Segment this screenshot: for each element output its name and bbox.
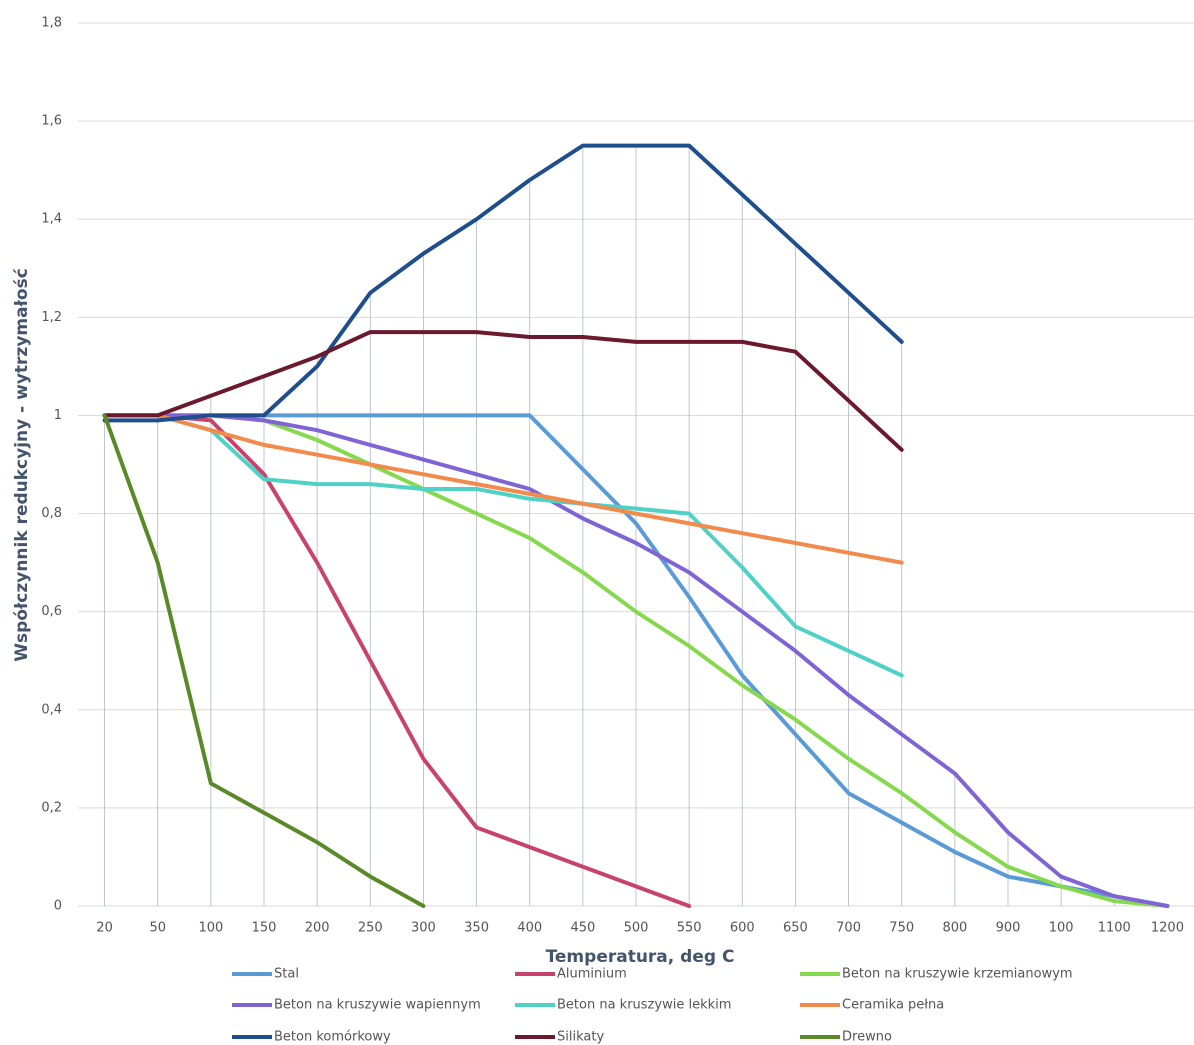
legend-label: Aluminium [557, 967, 627, 982]
x-tick-label: 450 [570, 921, 595, 936]
x-tick-label: 750 [889, 921, 914, 936]
y-tick-label: 1,8 [41, 16, 62, 31]
y-tick-label: 1 [54, 408, 62, 423]
series-line [102, 330, 904, 452]
x-tick-label: 300 [411, 921, 436, 936]
y-tick-label: 1,4 [41, 212, 62, 227]
x-tick-label: 600 [730, 921, 755, 936]
x-tick-label: 700 [836, 921, 861, 936]
series-line [102, 413, 1170, 908]
y-axis-title: Współczynnik redukcyjny - wytrzymałość [12, 268, 32, 662]
x-tick-label: 400 [517, 921, 542, 936]
x-tick-label: 900 [996, 921, 1021, 936]
series-line [102, 143, 904, 423]
legend-label: Drewno [842, 1030, 892, 1045]
x-tick-label: 100 [198, 921, 223, 936]
x-tick-label: 150 [252, 921, 277, 936]
series-line [102, 413, 1170, 908]
x-tick-label: 100 [1049, 921, 1074, 936]
series-line [102, 413, 904, 678]
legend-label: Ceramika pełna [842, 998, 944, 1013]
y-tick-label: 0,4 [41, 702, 62, 717]
y-tick-label: 0,2 [41, 800, 62, 815]
legend-label: Beton na kruszywie krzemianowym [842, 967, 1073, 982]
series-line [102, 413, 426, 908]
legend-label: Stal [274, 967, 299, 982]
x-tick-label: 20 [96, 921, 113, 936]
x-tick-label: 800 [942, 921, 967, 936]
y-tick-label: 1,6 [41, 114, 62, 129]
series-line [102, 413, 692, 908]
y-tick-label: 0 [54, 899, 62, 914]
y-tick-label: 0,8 [41, 506, 62, 521]
legend-label: Beton na kruszywie lekkim [557, 998, 731, 1013]
series-line [102, 413, 1170, 908]
x-tick-label: 550 [677, 921, 702, 936]
x-tick-label: 350 [464, 921, 489, 936]
legend-label: Beton komórkowy [274, 1030, 391, 1045]
series-line [102, 413, 904, 565]
legend-label: Silikaty [557, 1030, 604, 1045]
y-tick-label: 1,2 [41, 310, 62, 325]
x-tick-label: 650 [783, 921, 808, 936]
x-tick-label: 1200 [1151, 921, 1184, 936]
x-tick-label: 500 [624, 921, 649, 936]
x-tick-label: 200 [305, 921, 330, 936]
x-tick-label: 50 [149, 921, 166, 936]
x-axis-title: Temperatura, deg C [546, 947, 735, 967]
y-tick-label: 0,6 [41, 604, 62, 619]
x-tick-label: 250 [358, 921, 383, 936]
x-tick-label: 1100 [1098, 921, 1131, 936]
legend-label: Beton na kruszywie wapiennym [274, 998, 481, 1013]
